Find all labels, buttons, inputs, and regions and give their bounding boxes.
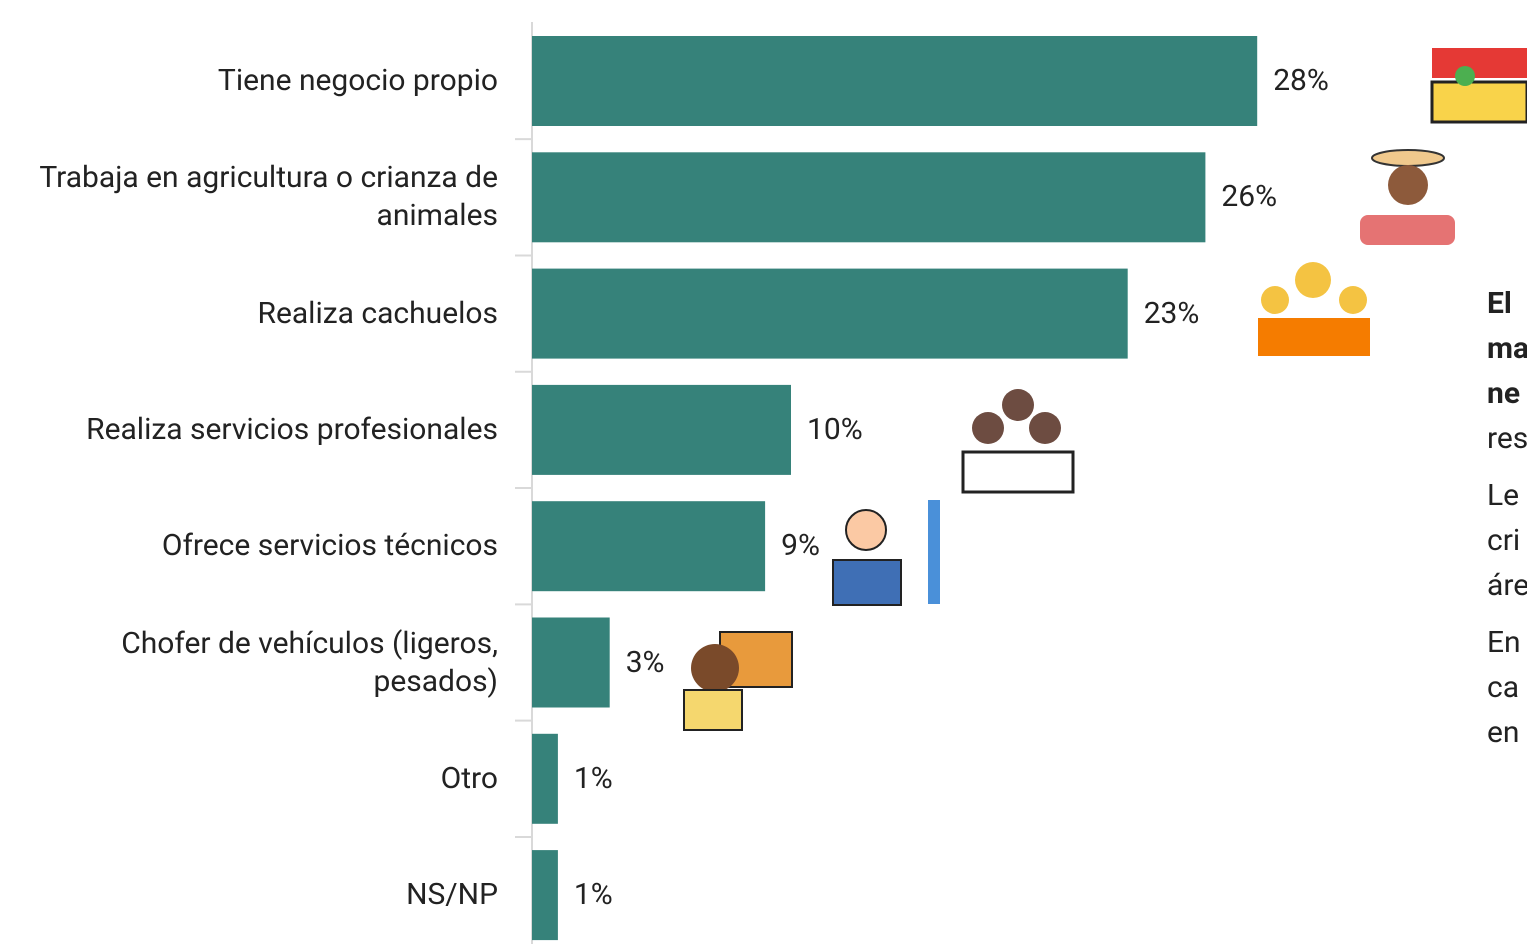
value-label: 9%	[781, 527, 820, 565]
bar	[532, 501, 765, 591]
icon-farmer	[1360, 150, 1455, 245]
icon-market	[1432, 48, 1527, 122]
page: Tiene negocio propio 28% Trabaja en agricu…	[0, 0, 1527, 949]
bar	[532, 269, 1128, 359]
value-label: 28%	[1273, 62, 1329, 100]
side-text: ne	[1487, 371, 1520, 416]
category-label: Tiene negocio propio	[10, 62, 498, 100]
bar	[532, 734, 558, 824]
side-text: ma	[1487, 326, 1527, 371]
side-text: en	[1487, 710, 1519, 755]
category-label: Realiza cachuelos	[10, 295, 498, 333]
category-label: Ofrece servicios técnicos	[10, 527, 498, 565]
bar	[532, 850, 558, 940]
icon-technician	[833, 500, 940, 605]
value-label: 1%	[574, 760, 613, 798]
side-text: res	[1487, 416, 1527, 461]
value-label: 10%	[807, 411, 863, 449]
icon-professionals	[963, 389, 1073, 492]
category-label: Realiza servicios profesionales	[10, 411, 498, 449]
category-label: Otro	[10, 760, 498, 798]
category-label: NS/NP	[10, 876, 498, 914]
category-label: Chofer de vehículos (ligeros, pesados)	[10, 625, 498, 701]
side-text: áre	[1487, 563, 1527, 608]
chart	[0, 0, 1527, 949]
icon-workers	[1258, 262, 1370, 356]
value-label: 1%	[574, 876, 613, 914]
side-text: Le	[1487, 473, 1519, 518]
value-label: 23%	[1144, 295, 1200, 333]
category-label: Trabaja en agricultura o crianza de anim…	[10, 159, 498, 235]
value-label: 26%	[1221, 178, 1277, 216]
icon-driver	[684, 632, 792, 730]
bar	[532, 36, 1257, 126]
value-label: 3%	[626, 644, 665, 682]
side-text: En	[1487, 620, 1521, 665]
side-text: El	[1487, 281, 1512, 326]
side-text: ca	[1487, 665, 1519, 710]
bar	[532, 618, 610, 708]
side-text: cri	[1487, 518, 1520, 563]
bar	[532, 152, 1205, 242]
bar	[532, 385, 791, 475]
